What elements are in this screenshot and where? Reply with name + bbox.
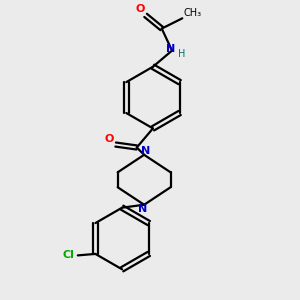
Text: Cl: Cl <box>62 250 74 260</box>
Text: N: N <box>141 146 150 156</box>
Text: N: N <box>138 204 147 214</box>
Text: H: H <box>178 49 185 59</box>
Text: O: O <box>136 4 145 14</box>
Text: O: O <box>104 134 114 144</box>
Text: CH₃: CH₃ <box>184 8 202 18</box>
Text: N: N <box>166 44 175 54</box>
